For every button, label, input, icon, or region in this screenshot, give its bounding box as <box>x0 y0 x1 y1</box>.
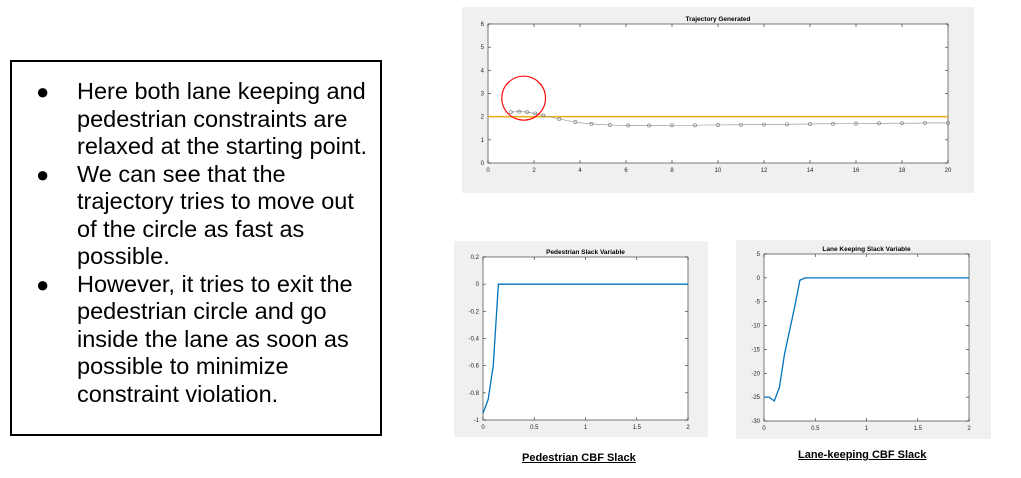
y-tick-label: -0.8 <box>469 391 480 397</box>
trajectory-marker <box>557 117 562 121</box>
plot-area <box>487 23 949 164</box>
trajectory-marker <box>854 121 858 126</box>
trajectory-marker <box>831 121 835 126</box>
y-tick-label: -25 <box>751 395 760 401</box>
trajectory-marker <box>877 121 881 126</box>
y-tick-label: 1 <box>481 138 485 144</box>
y-tick-label: 4 <box>481 68 485 74</box>
y-tick-label: -0.6 <box>469 364 480 370</box>
y-tick-label: 0 <box>476 282 480 288</box>
x-tick-label: 0.5 <box>530 425 539 431</box>
bullet-dot-icon: ● <box>36 79 50 104</box>
chart-title: Trajectory Generated <box>685 16 750 23</box>
x-tick-label: 1.5 <box>633 425 642 431</box>
x-tick-label: 14 <box>807 168 814 174</box>
trajectory-marker <box>946 120 950 125</box>
trajectory-marker <box>607 123 612 127</box>
y-tick-label: -5 <box>755 300 761 306</box>
bullet-list: ● Here both lane keeping and pedestrian c… <box>12 62 380 408</box>
x-tick-label: 1 <box>865 426 869 432</box>
x-tick-label: 2 <box>532 168 536 174</box>
pedestrian-circle <box>501 75 547 121</box>
plot-area <box>763 253 970 422</box>
y-tick-label: 0.2 <box>471 255 480 261</box>
y-tick-label: -15 <box>751 347 760 353</box>
pedestrian-slack-caption: Pedestrian CBF Slack <box>522 452 636 464</box>
trajectory-marker <box>716 123 720 127</box>
y-tick-label: -1 <box>474 418 480 424</box>
trajectory-marker <box>693 123 697 128</box>
y-tick-label: 3 <box>481 92 485 98</box>
trajectory-marker <box>573 120 578 124</box>
trajectory-marker <box>785 122 789 127</box>
y-tick-label: 0 <box>757 276 761 282</box>
bullet-text: Here both lane keeping and pedestrian co… <box>77 78 368 159</box>
trajectory-marker <box>762 122 766 127</box>
trajectory-marker <box>517 109 522 114</box>
trajectory-marker <box>509 110 513 114</box>
x-tick-label: 20 <box>945 168 952 174</box>
x-tick-label: 8 <box>670 168 674 174</box>
x-tick-label: 0 <box>486 168 490 174</box>
trajectory-marker <box>533 111 538 116</box>
trajectory-line <box>510 111 948 126</box>
x-tick-label: 18 <box>899 168 906 174</box>
trajectory-marker <box>525 110 530 114</box>
trajectory-marker <box>541 113 546 118</box>
trajectory-marker <box>670 123 674 128</box>
plot-area <box>482 256 689 421</box>
lane-slack-caption: Lane-keeping CBF Slack <box>798 449 927 461</box>
trajectory-marker <box>739 122 743 127</box>
lane-slack-figure: 0 0.5 1 1.5 2 -30 -25 -20 -15 -10 -5 0 5 Lane Keeping… <box>736 240 991 439</box>
x-tick-label: 10 <box>715 168 722 174</box>
lane-slack-line <box>764 277 969 402</box>
x-tick-label: 12 <box>761 168 768 174</box>
y-tick-label: -30 <box>751 419 760 425</box>
trajectory-marker <box>647 123 651 128</box>
x-tick-label: 2 <box>686 425 690 431</box>
trajectory-figure: 0 2 4 6 8 10 12 14 16 18 20 0 1 2 3 4 5 6 Trajectory Gener… <box>462 7 974 193</box>
y-tick-label: -0.4 <box>469 337 480 343</box>
chart-title: Pedestrian Slack Variable <box>546 249 625 256</box>
y-tick-label: 5 <box>481 45 485 51</box>
pedestrian-slack-figure: 0 0.5 1 1.5 2 -1 -0.8 -0.6 -0.4 -0.2 0 0.2 Pedestria… <box>454 241 708 437</box>
bullet-dot-icon: ● <box>36 271 50 297</box>
bullet-text: However, it tries to exit the pedestrian… <box>77 270 353 407</box>
trajectory-marker <box>923 120 927 125</box>
pedestrian-slack-chart: 0 0.5 1 1.5 2 -1 -0.8 -0.6 -0.4 -0.2 0 0.2 Pedestria… <box>469 249 691 431</box>
bullet-item: ● Here both lane keeping and pedestrian c… <box>12 78 380 161</box>
bullet-dot-icon: ● <box>36 161 50 187</box>
bullet-item: ● However, it tries to exit the pedestria… <box>12 271 380 409</box>
x-tick-label: 1.5 <box>914 426 923 432</box>
bullet-item: ● We can see that the trajectory tries to… <box>12 161 380 271</box>
x-tick-label: 1 <box>584 425 588 431</box>
text-box: ● Here both lane keeping and pedestrian c… <box>10 60 382 436</box>
x-tick-label: 0 <box>762 426 766 432</box>
y-tick-label: 5 <box>757 252 761 258</box>
x-tick-label: 2 <box>967 426 971 432</box>
y-tick-label: -0.2 <box>469 309 480 315</box>
x-tick-label: 4 <box>578 168 582 174</box>
trajectory-marker <box>808 122 812 127</box>
trajectory-marker <box>626 123 631 128</box>
trajectory-marker <box>900 121 904 126</box>
y-tick-label: 0 <box>481 161 485 167</box>
x-tick-label: 0.5 <box>811 426 820 432</box>
y-tick-label: -20 <box>751 371 760 377</box>
bullet-text: We can see that the trajectory tries to … <box>77 160 354 270</box>
y-tick-label: 6 <box>481 22 485 28</box>
x-tick-label: 0 <box>481 425 485 431</box>
x-tick-label: 16 <box>853 168 860 174</box>
y-tick-label: -10 <box>751 324 760 330</box>
y-tick-label: 2 <box>481 115 485 121</box>
trajectory-marker <box>589 121 594 126</box>
lane-slack-chart: 0 0.5 1 1.5 2 -30 -25 -20 -15 -10 -5 0 5 Lane Keeping… <box>751 246 971 432</box>
pedestrian-slack-line <box>482 283 688 414</box>
x-tick-label: 6 <box>624 168 628 174</box>
chart-title: Lane Keeping Slack Variable <box>822 246 911 253</box>
